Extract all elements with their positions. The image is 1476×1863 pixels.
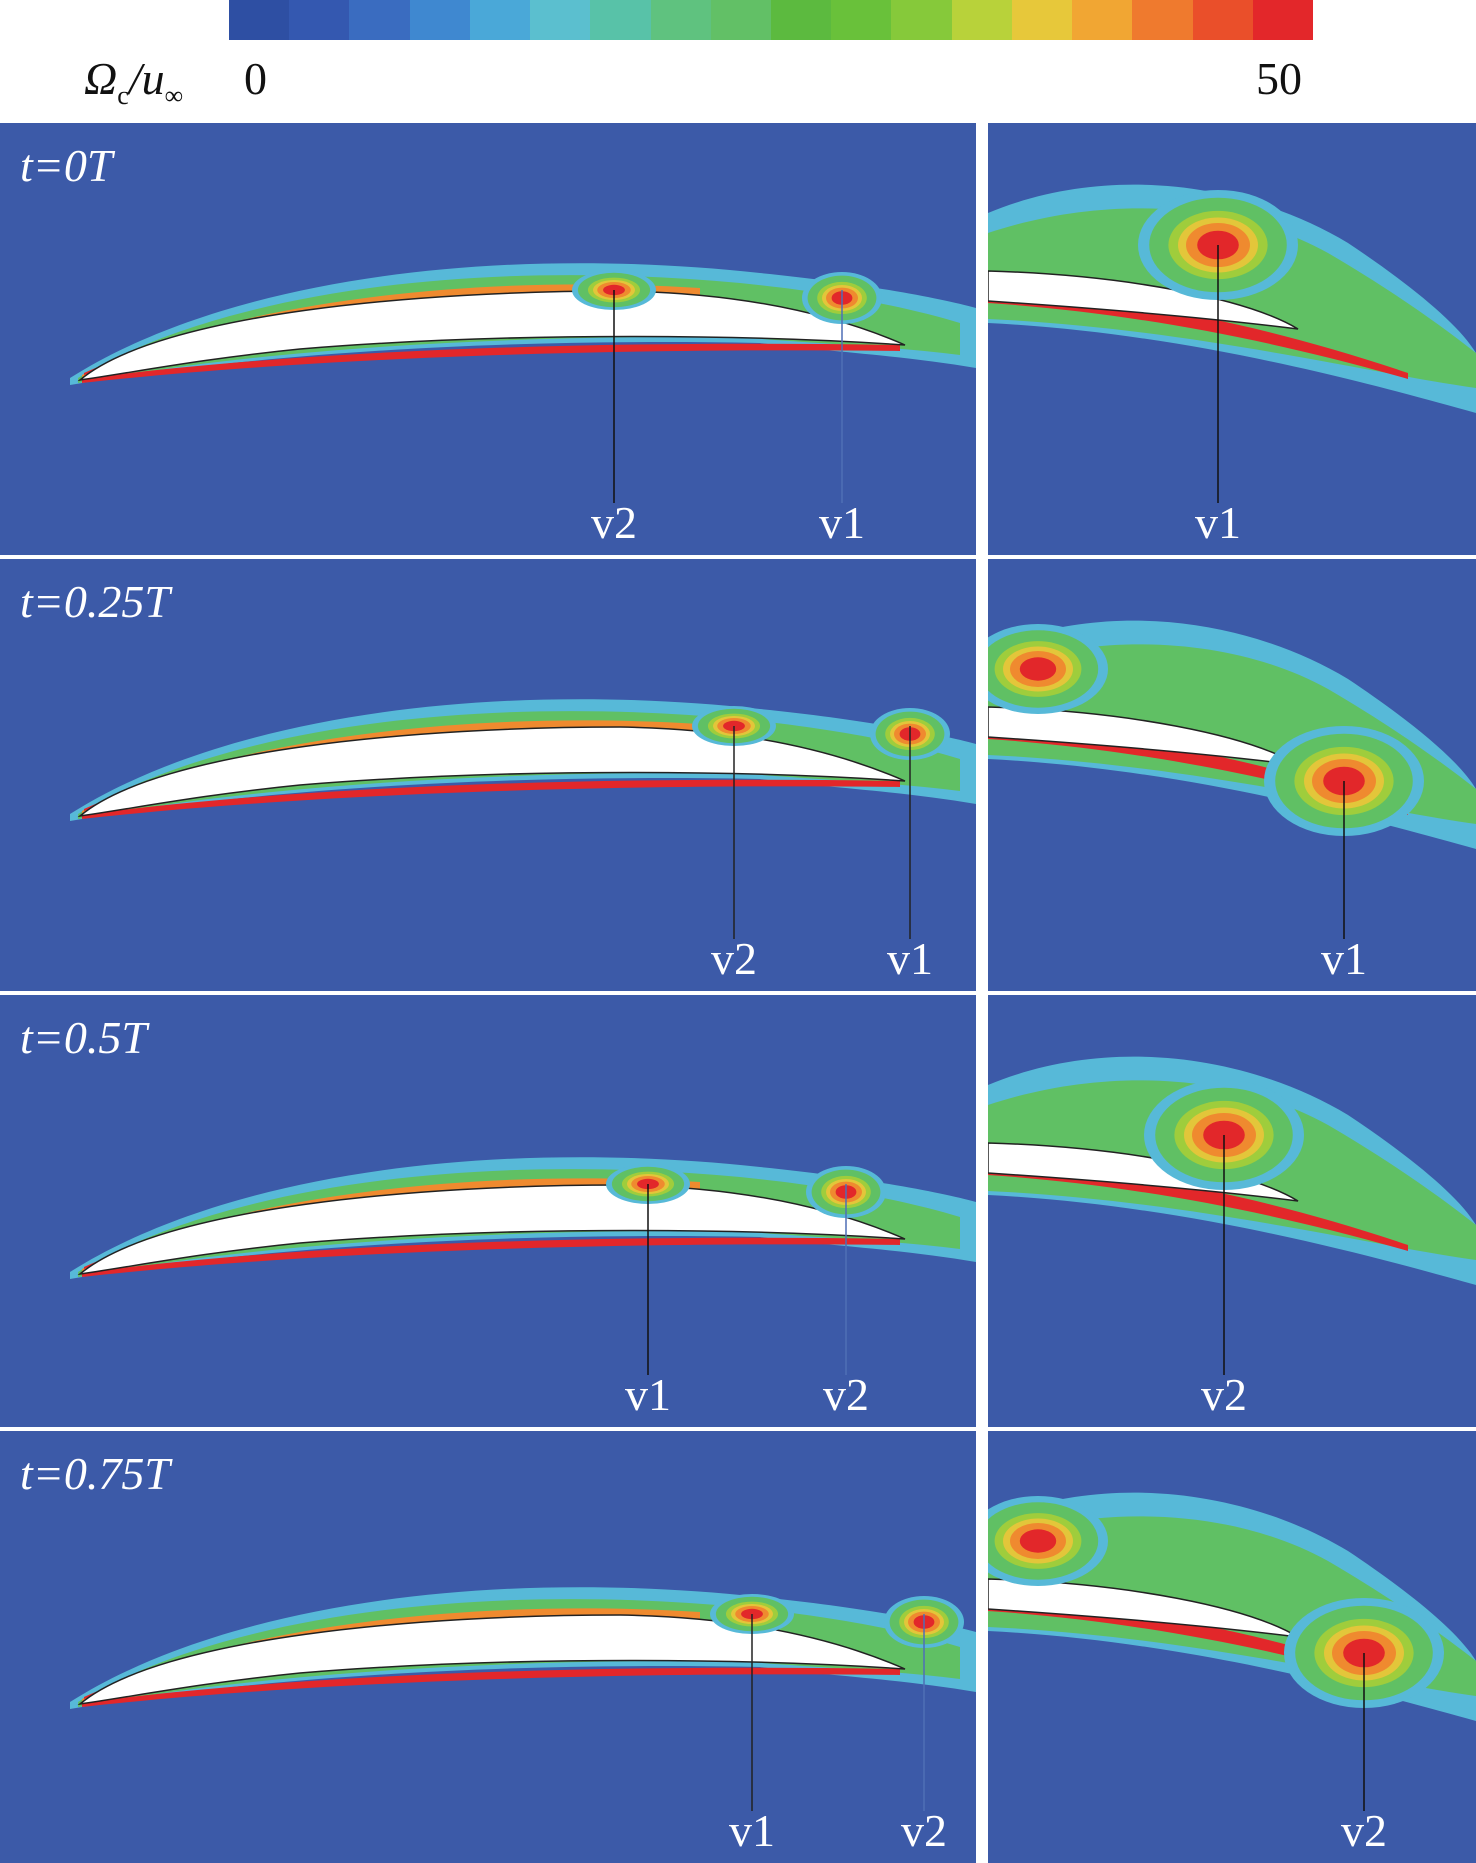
contour-panel-left: v1 v2 t=0.75T [0,1431,976,1863]
colorbar-segment [590,0,651,40]
airfoil-trailing-edge [988,270,1299,330]
colorbar [229,0,1313,40]
time-label: t=0.5T [20,1012,150,1063]
vortex-label: v1 [1321,933,1367,984]
airfoil [77,1184,906,1276]
colorbar-segment [770,0,832,40]
colorbar-segment [469,0,531,40]
vortex-label: v1 [819,497,865,548]
colorbar-segment [1252,0,1313,40]
vortex-label: v1 [1195,497,1241,548]
colorbar-segment [891,0,952,40]
colorbar-title: Ωc/u∞ [84,53,184,111]
contour-panel-right: v1 [988,123,1476,555]
contour-panels: v2 v1 t=0T v1 v2 v1 t=0.25T v1 v1 v2 t=0.5T v2 v1 v2 t… [0,123,1476,1863]
time-label: t=0.25T [20,576,173,627]
contour-panel-left: v1 v2 t=0.5T [0,995,976,1427]
vortex-label: v2 [823,1369,869,1420]
flow-field [70,1587,976,1709]
vortex-label: v2 [1201,1369,1247,1420]
flow-field [70,699,976,821]
flow-field [70,263,976,385]
vortex-label: v1 [729,1805,775,1856]
time-label: t=0T [20,140,116,191]
vortex-label: v2 [591,497,637,548]
surface-layer [988,1599,1408,1687]
colorbar-segment [1132,0,1193,40]
colorbar-segment [710,0,771,40]
colorbar-segment [409,0,470,40]
surface-layer [988,727,1408,815]
contour-panel-right: v2 [988,995,1476,1427]
contour-panel-right: v1 [988,559,1476,991]
surface-layer [988,291,1408,379]
colorbar-segment [951,0,1012,40]
vortex-core [1019,1529,1057,1553]
colorbar-segment [1192,0,1253,40]
time-label: t=0.75T [20,1448,173,1499]
vortex-label: v2 [711,933,757,984]
contour-panel-left: v2 v1 t=0.25T [0,559,976,991]
lower-surface-layer [82,343,900,383]
lower-surface-layer [82,1667,900,1707]
vortex-label: v2 [1341,1805,1387,1856]
airfoil [77,1614,906,1706]
surface-layer [988,1163,1408,1251]
contour-panel-right: v2 [988,1431,1476,1863]
airfoil [77,726,906,818]
vortex-label: v1 [625,1369,671,1420]
vortex-label: v1 [887,933,933,984]
contour-panel-left: v2 v1 t=0T [0,123,976,555]
colorbar-segment [650,0,711,40]
colorbar-min-label: 0 [244,53,267,104]
colorbar-max-label: 50 [1256,53,1302,104]
airfoil [77,290,906,382]
colorbar-segment [289,0,350,40]
lower-surface-layer [82,1237,900,1277]
colorbar-segment [349,0,410,40]
lower-surface-layer [82,779,900,819]
colorbar-segment [229,0,290,40]
colorbar-segment [1011,0,1073,40]
colorbar-segment [831,0,892,40]
vortex-core [1019,657,1057,681]
vortex-label: v2 [901,1805,947,1856]
colorbar-segment [530,0,591,40]
colorbar-segment [1072,0,1133,40]
vortex-core [1197,230,1239,260]
